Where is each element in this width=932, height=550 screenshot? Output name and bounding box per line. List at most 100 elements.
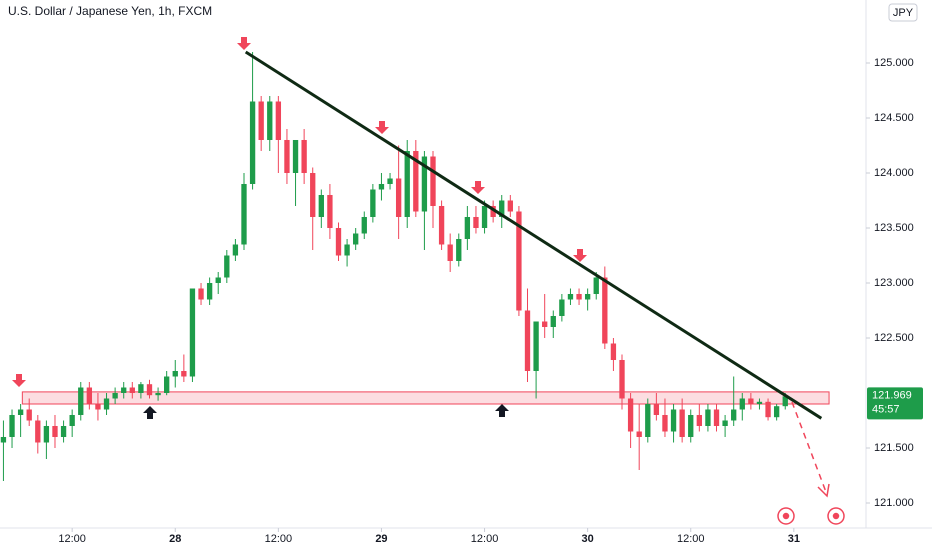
candle-body [78, 387, 84, 415]
event-marker [782, 512, 790, 520]
candle-body [645, 403, 651, 437]
candle-body [705, 409, 711, 426]
y-tick-label: 121.500 [874, 442, 914, 454]
candle-body [155, 392, 161, 396]
candle-body [172, 370, 178, 377]
projection [777, 401, 845, 525]
candle-body [129, 387, 135, 393]
candle-body [748, 398, 754, 404]
candle-body [593, 277, 599, 294]
down-arrow [237, 37, 251, 50]
candle-body [576, 293, 582, 300]
candle-body [318, 194, 324, 217]
plot [0, 50, 830, 481]
candle-body [653, 403, 660, 415]
candle-body [121, 387, 127, 393]
x-tick-label: 12:00 [471, 533, 499, 545]
candle-body [739, 398, 745, 410]
candle-body [430, 156, 436, 206]
candle-body [395, 178, 402, 217]
projection-line [791, 401, 827, 493]
candle-body [310, 172, 316, 217]
candle-body [533, 321, 539, 371]
candle-body [773, 406, 780, 418]
candle-body [249, 101, 256, 184]
candle-body [301, 139, 307, 173]
y-tick-label: 123.500 [874, 222, 914, 234]
projection-head [817, 483, 830, 498]
candle-body [499, 200, 505, 217]
candle-body [9, 414, 15, 437]
candle-body [447, 244, 453, 261]
y-tick-label: 125.000 [874, 57, 914, 69]
x-tick-label: 28 [169, 533, 181, 545]
x-tick-label: 12:00 [58, 533, 86, 545]
chart-title: U.S. Dollar / Japanese Yen, 1h, FXCM [8, 4, 212, 18]
candle-body [181, 370, 187, 377]
candle-body [52, 425, 58, 437]
candle-body [662, 414, 668, 432]
price-label: 121.969 [872, 389, 912, 401]
candle-body [516, 211, 522, 311]
candle-body [627, 398, 634, 432]
candle-body [602, 277, 608, 344]
candle-body [112, 392, 118, 399]
candle-body [189, 288, 196, 377]
candle-body [35, 420, 41, 443]
candle-body [438, 205, 445, 245]
y-tick-label: 121.000 [874, 497, 914, 509]
candle-body [688, 414, 694, 437]
candle-body [713, 409, 720, 426]
candle-body [731, 409, 737, 421]
annotations [12, 37, 587, 387]
currency-badge[interactable] [888, 3, 918, 22]
candle-body [421, 156, 428, 212]
candle-body [507, 200, 513, 212]
candle-body [164, 376, 170, 393]
candle-body [103, 398, 110, 410]
candle-body [69, 414, 75, 426]
y-tick-label: 124.500 [874, 112, 914, 124]
candle-body [378, 183, 385, 190]
y-tick-label: 122.500 [874, 332, 914, 344]
candle-body [292, 139, 299, 173]
candle-body [456, 238, 462, 261]
candle-body [756, 401, 763, 404]
candle-body [550, 315, 556, 327]
candle-body [26, 409, 32, 421]
x-tick-label: 31 [788, 533, 800, 545]
candle-body [258, 101, 264, 140]
x-tick-label: 12:00 [265, 533, 293, 545]
down-arrow [471, 181, 485, 194]
candle-body [284, 139, 290, 173]
candle-body [722, 420, 728, 426]
candle-body [241, 183, 247, 245]
candle-body [619, 359, 625, 399]
candle-body [275, 101, 282, 140]
candle-body [232, 244, 239, 256]
candle-body [404, 150, 410, 217]
candle-body [584, 293, 591, 300]
candle-body [524, 310, 531, 371]
up-arrow [495, 404, 509, 417]
candle-body [17, 409, 24, 415]
candle-body [344, 244, 350, 256]
event-marker [777, 507, 795, 525]
candle-body [765, 401, 771, 418]
currency: JPY [893, 7, 914, 19]
price-badge [867, 387, 923, 420]
candle-body [636, 431, 642, 437]
y-tick-label: 124.000 [874, 167, 914, 179]
candle-body [559, 299, 565, 316]
candle-body [86, 387, 93, 404]
candle-body [95, 403, 101, 410]
down-arrow [12, 374, 26, 387]
candle-body [370, 189, 376, 217]
candle-body [267, 101, 273, 140]
candle-body [481, 205, 488, 228]
down-arrow [573, 249, 587, 262]
down-arrow [375, 121, 389, 134]
candle-body [138, 384, 144, 393]
